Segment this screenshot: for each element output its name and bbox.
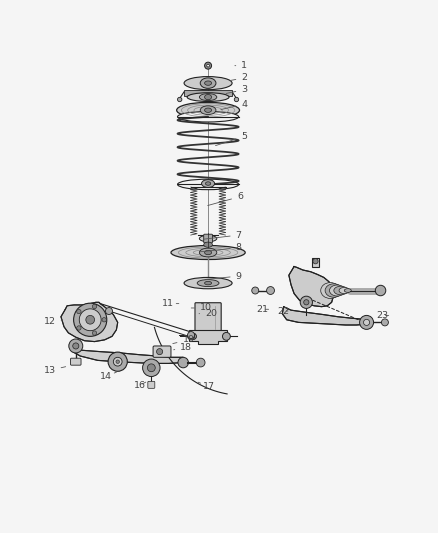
Ellipse shape <box>344 289 351 292</box>
Circle shape <box>360 316 374 329</box>
Circle shape <box>234 98 239 102</box>
Text: 19: 19 <box>173 335 194 344</box>
Circle shape <box>108 352 127 372</box>
Ellipse shape <box>334 286 348 295</box>
Text: 1: 1 <box>235 61 247 70</box>
Circle shape <box>148 364 155 372</box>
Ellipse shape <box>205 251 212 255</box>
Circle shape <box>196 358 205 367</box>
Polygon shape <box>70 345 183 364</box>
Ellipse shape <box>205 94 212 100</box>
Circle shape <box>92 331 97 335</box>
Circle shape <box>106 308 113 314</box>
Ellipse shape <box>199 236 217 241</box>
Circle shape <box>304 300 309 305</box>
Text: 12: 12 <box>44 317 63 326</box>
Ellipse shape <box>184 77 232 90</box>
Text: 20: 20 <box>199 309 217 318</box>
Circle shape <box>187 333 194 340</box>
Circle shape <box>102 318 106 322</box>
FancyBboxPatch shape <box>204 234 212 243</box>
Polygon shape <box>189 330 227 344</box>
Circle shape <box>79 309 101 330</box>
Text: 17: 17 <box>198 382 215 391</box>
Circle shape <box>177 98 182 102</box>
Ellipse shape <box>177 179 239 190</box>
Text: 7: 7 <box>204 231 242 239</box>
Ellipse shape <box>184 277 232 289</box>
Text: 21: 21 <box>257 305 268 314</box>
Ellipse shape <box>339 287 350 294</box>
Ellipse shape <box>205 108 212 112</box>
Circle shape <box>74 303 107 336</box>
Circle shape <box>223 333 230 340</box>
Text: 6: 6 <box>208 192 243 206</box>
Circle shape <box>86 316 95 324</box>
Text: 11: 11 <box>162 299 179 308</box>
Text: 8: 8 <box>200 243 242 252</box>
Text: 10: 10 <box>191 303 212 312</box>
Ellipse shape <box>200 78 216 88</box>
Ellipse shape <box>205 182 211 185</box>
Ellipse shape <box>171 246 245 260</box>
Ellipse shape <box>197 280 219 287</box>
Circle shape <box>364 319 370 326</box>
Circle shape <box>300 296 312 309</box>
Circle shape <box>92 304 97 309</box>
Ellipse shape <box>201 180 215 188</box>
Ellipse shape <box>321 282 340 298</box>
FancyBboxPatch shape <box>71 358 81 365</box>
Circle shape <box>77 309 81 314</box>
Ellipse shape <box>177 102 240 118</box>
Circle shape <box>381 319 389 326</box>
Circle shape <box>205 62 212 69</box>
Text: 9: 9 <box>206 272 242 280</box>
Circle shape <box>116 360 120 364</box>
Text: 18: 18 <box>174 343 192 352</box>
Circle shape <box>69 339 83 353</box>
Circle shape <box>190 333 196 340</box>
Ellipse shape <box>199 94 217 101</box>
Circle shape <box>178 357 188 368</box>
FancyBboxPatch shape <box>153 346 171 357</box>
Text: 3: 3 <box>226 85 247 94</box>
Ellipse shape <box>205 281 212 285</box>
Circle shape <box>113 357 122 366</box>
Ellipse shape <box>187 93 229 101</box>
Circle shape <box>190 333 196 340</box>
Circle shape <box>73 343 79 349</box>
Text: 14: 14 <box>99 372 117 381</box>
Circle shape <box>252 287 259 294</box>
Circle shape <box>375 285 386 296</box>
Ellipse shape <box>204 242 212 247</box>
Circle shape <box>207 64 209 67</box>
Text: 13: 13 <box>43 366 66 375</box>
Polygon shape <box>289 266 333 306</box>
Text: 4: 4 <box>221 100 247 110</box>
Circle shape <box>77 326 81 330</box>
FancyBboxPatch shape <box>195 303 221 332</box>
Ellipse shape <box>329 285 345 296</box>
Ellipse shape <box>205 81 212 85</box>
Circle shape <box>313 259 318 264</box>
Polygon shape <box>184 90 232 96</box>
Circle shape <box>156 349 162 354</box>
Text: 5: 5 <box>215 132 247 146</box>
Circle shape <box>143 359 160 376</box>
Text: 23: 23 <box>377 311 389 320</box>
Ellipse shape <box>177 111 239 122</box>
Ellipse shape <box>325 284 343 297</box>
Text: 22: 22 <box>278 306 290 316</box>
Polygon shape <box>283 306 367 325</box>
FancyBboxPatch shape <box>148 381 155 389</box>
Polygon shape <box>311 258 319 266</box>
Ellipse shape <box>200 106 216 115</box>
Circle shape <box>267 287 275 294</box>
Circle shape <box>187 332 194 338</box>
Text: 2: 2 <box>230 74 247 83</box>
Polygon shape <box>61 302 118 342</box>
Ellipse shape <box>199 248 217 257</box>
Text: 16: 16 <box>134 381 146 390</box>
